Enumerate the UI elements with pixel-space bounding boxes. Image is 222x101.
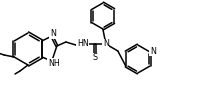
Text: NH: NH	[48, 58, 60, 67]
Text: N: N	[150, 46, 156, 56]
Text: N: N	[103, 39, 109, 48]
Text: HN: HN	[77, 39, 89, 48]
Text: N: N	[50, 29, 56, 38]
Text: S: S	[92, 54, 97, 63]
